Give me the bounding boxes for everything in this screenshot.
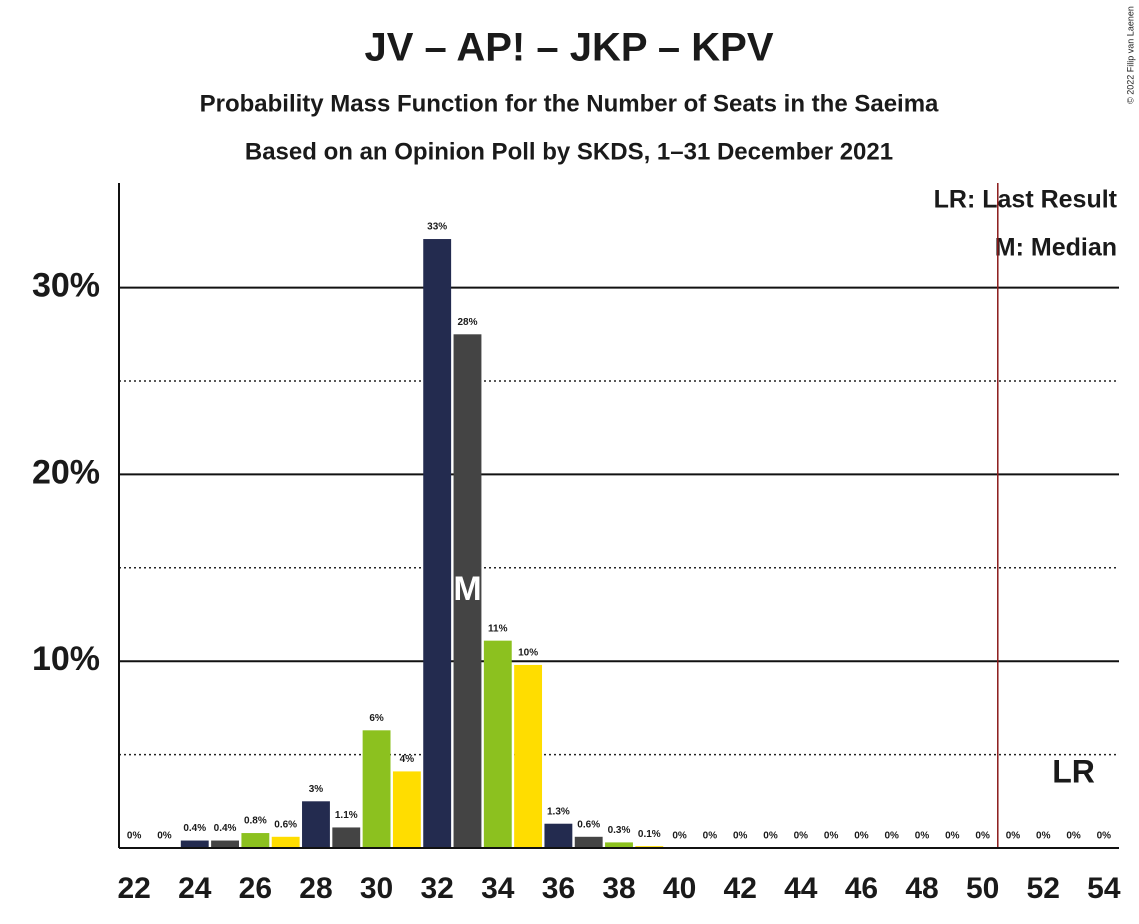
- bar: [362, 730, 391, 848]
- value-label: 0.4%: [183, 823, 206, 834]
- x-tick-label: 50: [966, 872, 999, 905]
- value-label: 0.6%: [577, 819, 600, 830]
- value-label: 0%: [763, 831, 778, 842]
- bar: [574, 836, 603, 848]
- x-tick-label: 28: [299, 872, 332, 905]
- x-tick-label: 34: [481, 872, 515, 905]
- x-tick-label: 24: [178, 872, 212, 905]
- bar: [514, 664, 543, 848]
- value-label: 0.1%: [638, 829, 661, 840]
- value-label: 0%: [127, 831, 142, 842]
- value-label: 0%: [672, 831, 687, 842]
- value-label: 4%: [400, 754, 415, 765]
- legend-entry: LR: Last Result: [934, 186, 1118, 214]
- x-tick-label: 54: [1087, 872, 1121, 905]
- last-result-label: LR: [1052, 753, 1095, 789]
- value-label: 10%: [518, 648, 538, 659]
- value-label: 0%: [885, 831, 900, 842]
- value-label: 0%: [733, 831, 748, 842]
- x-tick-label: 48: [905, 872, 938, 905]
- value-label: 0%: [1036, 831, 1051, 842]
- legend-entry: M: Median: [995, 234, 1117, 262]
- bar: [332, 827, 361, 848]
- x-tick-label: 46: [845, 872, 878, 905]
- chart-subtitle: Based on an Opinion Poll by SKDS, 1–31 D…: [245, 138, 893, 165]
- x-tick-label: 40: [663, 872, 696, 905]
- x-tick-label: 44: [784, 872, 818, 905]
- value-label: 0%: [703, 831, 718, 842]
- x-tick-label: 36: [542, 872, 575, 905]
- x-tick-label: 42: [724, 872, 757, 905]
- bar: [544, 823, 573, 848]
- value-label: 11%: [488, 623, 508, 634]
- value-label: 0%: [854, 831, 869, 842]
- value-label: 0.3%: [608, 825, 631, 836]
- value-label: 0%: [945, 831, 960, 842]
- x-tick-label: 30: [360, 872, 393, 905]
- value-label: 0.6%: [274, 819, 297, 830]
- x-tick-label: 38: [602, 872, 635, 905]
- bar: [483, 640, 512, 848]
- value-label: 6%: [369, 713, 384, 724]
- value-label: 0.4%: [214, 823, 237, 834]
- value-label: 3%: [309, 784, 324, 795]
- value-label: 0%: [1097, 831, 1112, 842]
- x-tick-label: 32: [420, 872, 453, 905]
- value-label: 1.3%: [547, 806, 570, 817]
- copyright: © 2022 Filip van Laenen: [1125, 6, 1135, 104]
- value-label: 0.8%: [244, 816, 267, 827]
- value-label: 0%: [1006, 831, 1021, 842]
- bar: [453, 334, 482, 849]
- value-label: 28%: [457, 317, 477, 328]
- bar: [302, 801, 330, 848]
- value-label: 0%: [824, 831, 839, 842]
- value-label: 33%: [427, 222, 447, 233]
- chart-subtitle: Probability Mass Function for the Number…: [200, 90, 939, 117]
- bar: [211, 840, 239, 848]
- chart-title: JV – AP! – JKP – KPV: [364, 26, 773, 70]
- x-tick-label: 52: [1027, 872, 1060, 905]
- value-label: 0%: [975, 831, 990, 842]
- x-tick-label: 22: [117, 872, 150, 905]
- value-label: 0%: [157, 831, 172, 842]
- y-tick-label: 30%: [32, 267, 100, 305]
- bar: [180, 840, 209, 848]
- bar: [423, 239, 452, 849]
- bar: [241, 833, 270, 848]
- median-marker: M: [453, 570, 481, 608]
- y-tick-label: 20%: [32, 453, 100, 491]
- bar: [605, 842, 633, 848]
- bar: [271, 836, 300, 848]
- value-label: 0%: [1066, 831, 1081, 842]
- y-tick-label: 10%: [32, 640, 100, 678]
- value-label: 1.1%: [335, 810, 358, 821]
- value-label: 0%: [915, 831, 930, 842]
- value-label: 0%: [794, 831, 809, 842]
- x-tick-label: 26: [239, 872, 272, 905]
- bar: [392, 771, 421, 848]
